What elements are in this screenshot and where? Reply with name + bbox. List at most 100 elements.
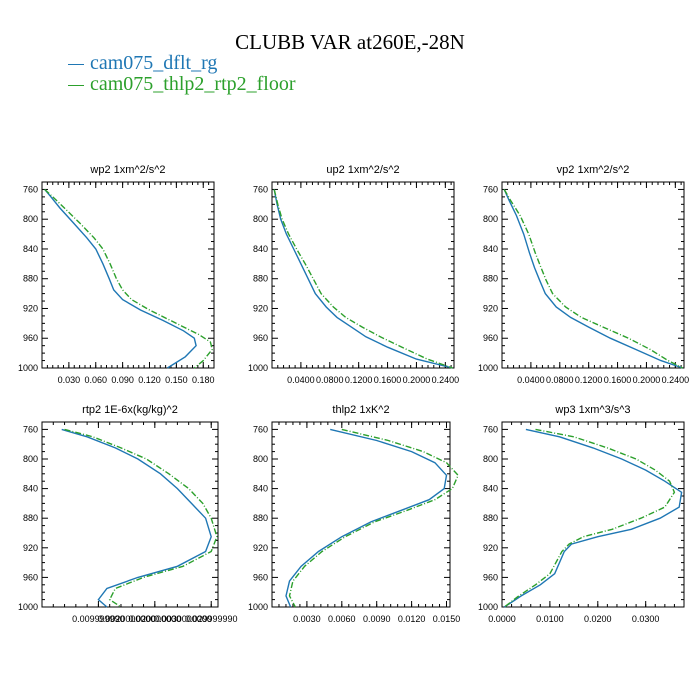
y-tick-label: 800: [23, 214, 38, 224]
y-tick-label: 920: [23, 303, 38, 313]
x-tick-label: 0.0100: [536, 614, 564, 624]
series-line-dflt: [285, 428, 448, 608]
series-line-dflt: [273, 189, 453, 369]
y-tick-label: 760: [23, 424, 38, 434]
y-tick-label: 920: [253, 543, 268, 553]
x-tick-label: 0.1200: [345, 375, 373, 385]
figure-title: CLUBB VAR at260E,-28N: [235, 30, 465, 54]
y-tick-label: 760: [483, 184, 498, 194]
plot-frame: [271, 181, 455, 369]
series-line-floor: [503, 189, 683, 369]
series-line-floor: [64, 428, 218, 608]
x-tick-label: 0.0030000000: [154, 614, 212, 624]
x-tick-label: 0.2000: [633, 375, 661, 385]
y-tick-label: 800: [483, 214, 498, 224]
x-tick-label: 0.1600: [604, 375, 632, 385]
y-tick-label: 880: [253, 513, 268, 523]
y-tick-label: 960: [23, 333, 38, 343]
plot-frame: [271, 421, 451, 608]
y-tick-label: 920: [483, 543, 498, 553]
y-tick-label: 840: [483, 484, 498, 494]
y-tick-label: 880: [483, 274, 498, 284]
x-tick-label: 0.1200: [575, 375, 603, 385]
x-tick-label: 0.0060: [328, 614, 356, 624]
legend-label: cam075_dflt_rg: [90, 52, 218, 74]
subplot-title: thlp2 1xK^2: [332, 404, 389, 416]
legend-entry-floor: cam075_thlp2_rtp2_floor: [68, 73, 296, 96]
y-tick-label: 840: [253, 244, 268, 254]
y-tick-label: 1000: [18, 602, 38, 612]
y-tick-label: 920: [23, 543, 38, 553]
x-tick-label: 0.090: [111, 375, 134, 385]
y-tick-label: 920: [483, 303, 498, 313]
x-tick-label: 0.060: [84, 375, 107, 385]
subplot-title: wp2 1xm^2/s^2: [89, 164, 165, 176]
x-tick-label: 0.180: [192, 375, 215, 385]
y-tick-label: 800: [23, 454, 38, 464]
x-tick-label: 0.0200: [584, 614, 612, 624]
series-line-dflt: [504, 428, 683, 608]
y-tick-label: 880: [23, 274, 38, 284]
series-line-floor: [44, 188, 213, 369]
legend-swatch: [68, 63, 84, 65]
x-tick-label: 0.0800: [316, 375, 344, 385]
subplot-title: up2 1xm^2/s^2: [326, 164, 399, 176]
x-tick-label: 0.030: [58, 375, 81, 385]
y-tick-label: 840: [23, 244, 38, 254]
y-tick-label: 760: [253, 184, 268, 194]
y-tick-label: 960: [23, 572, 38, 582]
series-line-dflt: [44, 188, 197, 369]
legend-entry-dflt: cam075_dflt_rg: [68, 52, 217, 75]
y-tick-label: 1000: [18, 363, 38, 373]
plot-frame: [41, 181, 215, 369]
y-tick-label: 880: [23, 513, 38, 523]
y-tick-label: 760: [23, 184, 38, 194]
y-tick-label: 880: [483, 513, 498, 523]
x-tick-label: 0.0300: [632, 614, 660, 624]
series-line-dflt: [61, 428, 212, 608]
y-tick-label: 800: [253, 454, 268, 464]
y-tick-label: 1000: [248, 363, 268, 373]
subplot-title: vp2 1xm^2/s^2: [557, 164, 630, 176]
x-tick-label: 0.1600: [374, 375, 402, 385]
y-tick-label: 1000: [478, 363, 498, 373]
series-line-floor: [273, 189, 453, 369]
y-tick-label: 840: [483, 244, 498, 254]
x-tick-label: 0.0090: [363, 614, 391, 624]
y-tick-label: 840: [253, 484, 268, 494]
y-tick-label: 800: [483, 454, 498, 464]
x-tick-label: 0.0000: [488, 614, 516, 624]
legend-label: cam075_thlp2_rtp2_floor: [90, 73, 296, 95]
y-tick-label: 1000: [478, 602, 498, 612]
y-tick-label: 800: [253, 214, 268, 224]
plot-frame: [501, 421, 685, 608]
y-tick-label: 760: [483, 424, 498, 434]
x-tick-label: 0.2400: [432, 375, 460, 385]
series-line-dflt: [503, 189, 683, 369]
y-tick-label: 920: [253, 303, 268, 313]
x-tick-label: 0.0400: [517, 375, 545, 385]
x-tick-label: 0.0030: [293, 614, 321, 624]
x-tick-label: 0.0020000000: [98, 614, 156, 624]
x-tick-label: 0.150: [165, 375, 188, 385]
y-tick-label: 1000: [248, 602, 268, 612]
plot-frame: [501, 181, 685, 369]
x-tick-label: 0.020000000: [129, 614, 182, 624]
subplot-title: rtp2 1E-6x(kg/kg)^2: [82, 404, 178, 416]
x-tick-label: 0.0400: [287, 375, 315, 385]
x-tick-label: 0.0120: [398, 614, 426, 624]
x-tick-label: 0.2000: [403, 375, 431, 385]
plot-frame: [41, 421, 219, 608]
y-tick-label: 960: [483, 333, 498, 343]
x-tick-label: 0.2400: [662, 375, 690, 385]
subplot-title: wp3 1xm^3/s^3: [554, 404, 630, 416]
x-tick-label: 0.029999990: [185, 614, 238, 624]
x-tick-label: 0.0800: [546, 375, 574, 385]
x-tick-label: 0.009999990: [72, 614, 125, 624]
x-tick-label: 0.0150: [433, 614, 461, 624]
y-tick-label: 760: [253, 424, 268, 434]
x-tick-label: 0.120: [138, 375, 161, 385]
y-tick-label: 960: [253, 572, 268, 582]
